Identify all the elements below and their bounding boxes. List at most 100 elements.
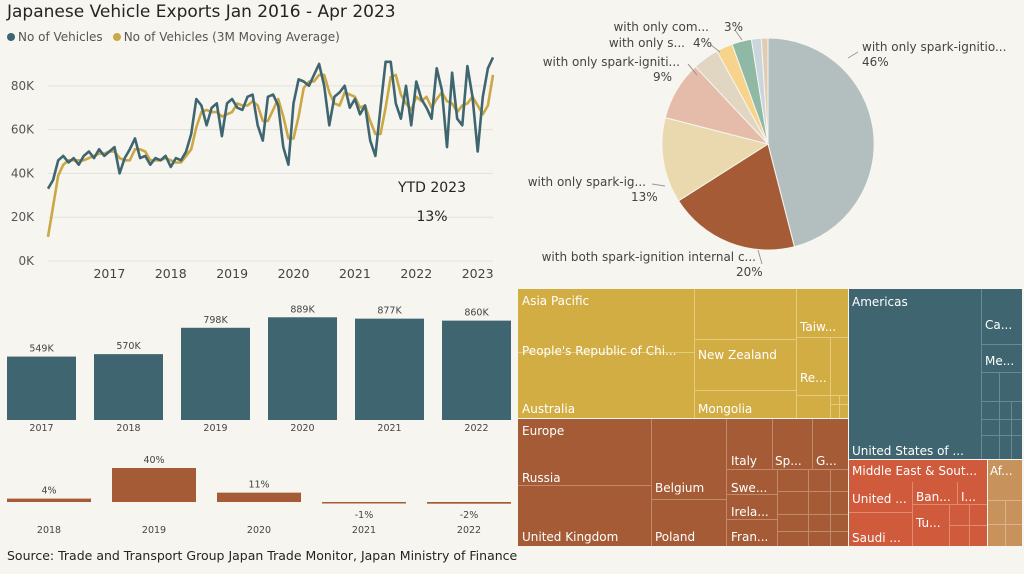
treemap-divider xyxy=(981,289,982,459)
y-tick-label: 80K xyxy=(11,79,35,93)
treemap-cell-canada[interactable]: Ca... xyxy=(985,318,1013,332)
growth-value-label: -2% xyxy=(460,510,479,521)
yearly-bar-chart[interactable]: 549K 2017 570K 2018 798K 2019 889K 2020 877K 2021… xyxy=(0,300,515,440)
treemap-divider xyxy=(988,524,1022,525)
growth-value-label: 11% xyxy=(248,480,269,491)
treemap[interactable]: Asia Pacific People's Republic of Chi...… xyxy=(518,289,1022,546)
growth-category-label: 2019 xyxy=(142,525,166,536)
treemap-cell-poland[interactable]: Poland xyxy=(655,530,696,544)
treemap-cell-china[interactable]: People's Republic of Chi... xyxy=(522,344,677,358)
pie-slice-label: with only spark-ig... xyxy=(528,175,646,189)
treemap-divider xyxy=(957,482,958,504)
growth-category-label: 2020 xyxy=(247,525,271,536)
treemap-group-label-africa: Af... xyxy=(990,464,1013,478)
treemap-divider xyxy=(772,419,773,469)
pie-slice-pct: 3% xyxy=(724,20,743,34)
treemap-cell-sweden[interactable]: Swe... xyxy=(731,481,768,495)
legend-item-vehicles[interactable]: No of Vehicles xyxy=(7,30,103,44)
treemap-divider xyxy=(812,419,813,469)
growth-bar-2021 xyxy=(322,502,406,504)
line-chart[interactable]: 0K 20K 40K 60K 80K 2017 2018 2019 2020 2021 2022 2… xyxy=(0,50,510,285)
pie-leader-line xyxy=(651,183,666,187)
treemap-cell-usa[interactable]: United States of ... xyxy=(852,444,964,458)
pie-slice-pct: 13% xyxy=(631,190,658,204)
growth-value-label: 4% xyxy=(41,486,56,497)
bar-category-label: 2021 xyxy=(377,423,401,434)
treemap-divider xyxy=(797,395,848,396)
treemap-divider xyxy=(830,338,831,418)
growth-bar-chart[interactable]: 4% 2018 40% 2019 11% 2020 -1% 2021 -2% 2022 xyxy=(0,448,515,543)
treemap-divider xyxy=(950,525,987,526)
treemap-cell-ireland[interactable]: Irela... xyxy=(731,505,769,519)
treemap-group-label-americas: Americas xyxy=(852,295,908,309)
treemap-divider xyxy=(982,435,1022,436)
treemap-divider xyxy=(839,396,840,418)
treemap-group-label-asia-pacific: Asia Pacific xyxy=(522,294,590,308)
growth-bar-2019 xyxy=(112,468,196,502)
y-tick-label: 20K xyxy=(11,210,35,224)
legend-dot-moving-average xyxy=(112,33,121,41)
treemap-divider xyxy=(999,373,1000,459)
treemap-cell-italy[interactable]: Italy xyxy=(731,454,758,468)
treemap-group-americas[interactable]: Americas United States of ... Ca... Me..… xyxy=(849,289,1022,459)
treemap-divider xyxy=(777,470,778,546)
pie-slice-pct: 46% xyxy=(862,55,889,69)
treemap-divider xyxy=(1005,501,1006,546)
pie-slice-2 xyxy=(661,116,770,202)
treemap-divider xyxy=(988,500,1022,501)
treemap-group-middle-east[interactable]: Middle East & Sout... United ... Ban... … xyxy=(849,460,987,546)
pie-leader-line xyxy=(757,249,763,265)
treemap-cell-mexico[interactable]: Me... xyxy=(985,354,1015,368)
treemap-divider xyxy=(726,419,727,546)
treemap-group-africa[interactable]: Af... xyxy=(988,460,1022,546)
bar-category-label: 2017 xyxy=(29,423,53,434)
treemap-cell-france[interactable]: Fran... xyxy=(731,530,769,544)
pie-slice-8 xyxy=(760,37,769,145)
treemap-divider xyxy=(830,470,831,546)
treemap-cell-australia[interactable]: Australia xyxy=(522,402,576,416)
treemap-group-asia-pacific[interactable]: Asia Pacific People's Republic of Chi...… xyxy=(518,289,848,418)
bar-value-label: 570K xyxy=(116,341,141,352)
x-tick-label: 2017 xyxy=(93,266,125,281)
treemap-cell-saudi[interactable]: Saudi ... xyxy=(852,531,901,545)
treemap-cell-belgium[interactable]: Belgium xyxy=(655,481,705,495)
bar-value-label: 877K xyxy=(377,306,402,317)
treemap-group-label-europe: Europe xyxy=(522,424,565,438)
treemap-divider xyxy=(778,491,848,492)
treemap-group-europe[interactable]: Europe Russia Belgium Italy Sp... G... S… xyxy=(518,419,848,546)
treemap-cell-bangladesh[interactable]: Ban... xyxy=(916,490,951,504)
treemap-divider xyxy=(912,482,913,546)
treemap-divider xyxy=(982,419,1022,420)
growth-bar-2018 xyxy=(7,498,91,502)
treemap-cell-new-zealand[interactable]: New Zealand xyxy=(698,348,777,362)
legend-item-moving-average[interactable]: No of Vehicles (3M Moving Average) xyxy=(112,30,340,44)
legend[interactable]: No of Vehicles No of Vehicles (3M Moving… xyxy=(7,30,340,44)
growth-category-label: 2018 xyxy=(37,525,61,536)
treemap-cell-uae[interactable]: United ... xyxy=(852,492,907,506)
source-note: Source: Trade and Transport Group Japan … xyxy=(7,548,518,563)
treemap-cell-taiwan[interactable]: Taiw... xyxy=(800,320,837,334)
treemap-divider xyxy=(518,485,651,486)
bar-2022 xyxy=(442,320,511,420)
treemap-cell-re[interactable]: Re... xyxy=(800,371,827,385)
pie-leader-line xyxy=(710,44,721,53)
pie-chart[interactable]: with only spark-ignitio...46% with both s… xyxy=(510,0,1024,285)
treemap-divider xyxy=(1011,402,1012,459)
bar-2021 xyxy=(355,318,424,420)
pie-slice-pct: 9% xyxy=(653,70,672,84)
bar-2017 xyxy=(7,356,76,420)
treemap-cell-spain[interactable]: Sp... xyxy=(775,454,802,468)
legend-label-vehicles: No of Vehicles xyxy=(18,30,103,44)
pie-slice-0 xyxy=(767,37,875,248)
series-line-vehicles xyxy=(46,56,495,190)
treemap-divider xyxy=(808,470,809,546)
treemap-cell-germany[interactable]: G... xyxy=(816,454,837,468)
treemap-cell-russia[interactable]: Russia xyxy=(522,471,561,485)
treemap-cell-turkey[interactable]: Tu... xyxy=(916,516,941,530)
bar-value-label: 798K xyxy=(203,315,228,326)
treemap-cell-mongolia[interactable]: Mongolia xyxy=(698,402,753,416)
treemap-cell-india[interactable]: I... xyxy=(961,490,976,504)
treemap-cell-uk[interactable]: United Kingdom xyxy=(522,530,619,544)
treemap-divider xyxy=(694,289,695,418)
treemap-group-label-middle-east: Middle East & Sout... xyxy=(852,464,978,478)
